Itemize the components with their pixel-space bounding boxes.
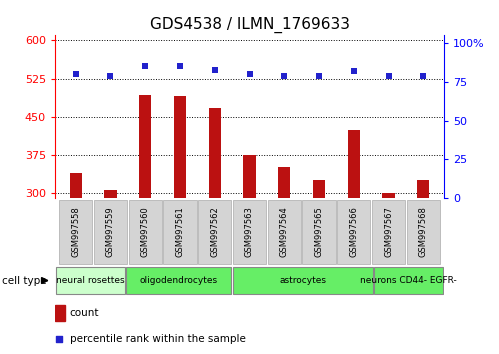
Text: neurons CD44- EGFR-: neurons CD44- EGFR- bbox=[360, 276, 457, 285]
Point bbox=[211, 67, 219, 72]
Point bbox=[280, 73, 288, 79]
Text: GSM997568: GSM997568 bbox=[419, 206, 428, 257]
Bar bbox=[244, 155, 255, 346]
Point bbox=[141, 64, 149, 69]
Bar bbox=[104, 190, 117, 346]
Point bbox=[350, 68, 358, 74]
FancyBboxPatch shape bbox=[55, 267, 125, 294]
Text: GSM997560: GSM997560 bbox=[141, 206, 150, 257]
Point bbox=[72, 72, 80, 77]
Point bbox=[246, 72, 253, 77]
Point bbox=[106, 73, 114, 79]
FancyBboxPatch shape bbox=[233, 200, 266, 264]
Point bbox=[55, 336, 63, 342]
FancyBboxPatch shape bbox=[129, 200, 162, 264]
FancyBboxPatch shape bbox=[407, 200, 440, 264]
FancyBboxPatch shape bbox=[126, 267, 231, 294]
FancyBboxPatch shape bbox=[233, 267, 373, 294]
Bar bbox=[348, 130, 360, 346]
Bar bbox=[70, 173, 82, 346]
Text: count: count bbox=[70, 308, 99, 318]
FancyBboxPatch shape bbox=[59, 200, 92, 264]
Text: neural rosettes: neural rosettes bbox=[56, 276, 125, 285]
Bar bbox=[139, 95, 151, 346]
Title: GDS4538 / ILMN_1769633: GDS4538 / ILMN_1769633 bbox=[150, 16, 349, 33]
Text: percentile rank within the sample: percentile rank within the sample bbox=[70, 334, 246, 344]
FancyBboxPatch shape bbox=[372, 200, 405, 264]
FancyBboxPatch shape bbox=[94, 200, 127, 264]
Point bbox=[315, 73, 323, 79]
Text: GSM997561: GSM997561 bbox=[176, 206, 185, 257]
Bar bbox=[313, 181, 325, 346]
Text: GSM997565: GSM997565 bbox=[314, 206, 323, 257]
FancyBboxPatch shape bbox=[163, 200, 197, 264]
Text: GSM997564: GSM997564 bbox=[280, 206, 289, 257]
Point bbox=[385, 73, 393, 79]
Text: GSM997558: GSM997558 bbox=[71, 206, 80, 257]
Bar bbox=[278, 167, 290, 346]
Text: GSM997566: GSM997566 bbox=[349, 206, 358, 257]
Point bbox=[419, 73, 427, 79]
Bar bbox=[174, 97, 186, 346]
Point bbox=[176, 64, 184, 69]
Text: GSM997562: GSM997562 bbox=[210, 206, 219, 257]
FancyBboxPatch shape bbox=[267, 200, 301, 264]
Text: GSM997559: GSM997559 bbox=[106, 206, 115, 257]
Text: cell type: cell type bbox=[2, 275, 47, 286]
FancyBboxPatch shape bbox=[337, 200, 370, 264]
FancyBboxPatch shape bbox=[198, 200, 232, 264]
Bar bbox=[417, 181, 429, 346]
Bar bbox=[209, 108, 221, 346]
Bar bbox=[382, 193, 395, 346]
Text: GSM997567: GSM997567 bbox=[384, 206, 393, 257]
FancyBboxPatch shape bbox=[302, 200, 336, 264]
FancyBboxPatch shape bbox=[374, 267, 444, 294]
Text: GSM997563: GSM997563 bbox=[245, 206, 254, 257]
Text: oligodendrocytes: oligodendrocytes bbox=[140, 276, 218, 285]
Bar bbox=[55, 305, 65, 321]
Text: astrocytes: astrocytes bbox=[279, 276, 326, 285]
